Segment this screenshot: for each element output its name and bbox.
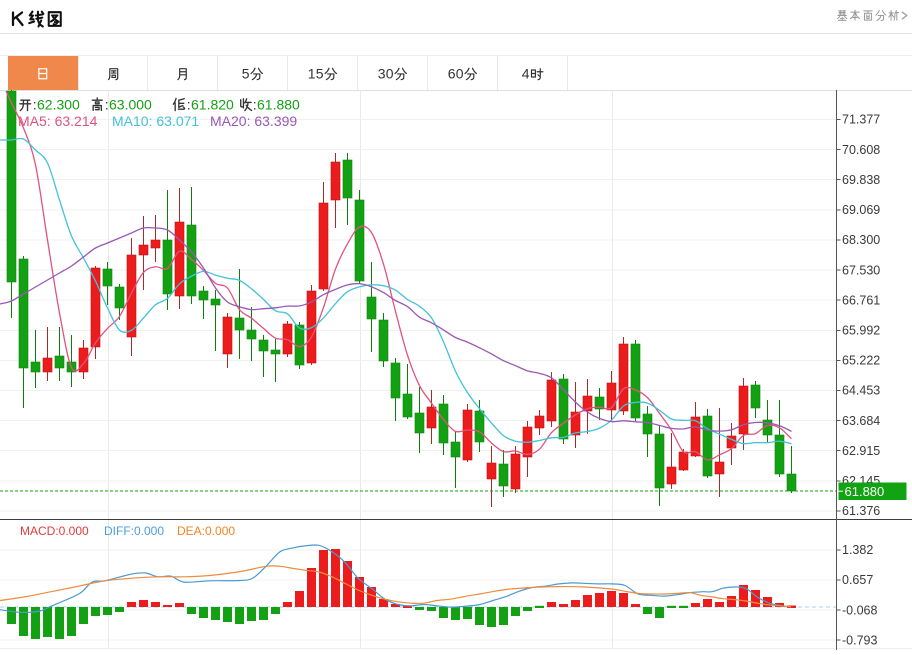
svg-text:0.657: 0.657	[842, 573, 873, 587]
svg-text:63.000: 63.000	[109, 97, 152, 113]
svg-text:63.684: 63.684	[842, 414, 880, 428]
svg-text:0: 0	[386, 66, 394, 82]
svg-text:-0.793: -0.793	[842, 633, 877, 647]
svg-text:4: 4	[522, 66, 530, 82]
svg-text:1: 1	[308, 66, 316, 82]
svg-text::: :	[187, 97, 191, 113]
svg-text:61.880: 61.880	[257, 97, 300, 113]
svg-text:65.222: 65.222	[842, 354, 880, 368]
svg-text:3: 3	[378, 66, 386, 82]
svg-text:67.530: 67.530	[842, 263, 880, 277]
svg-text:68.300: 68.300	[842, 233, 880, 247]
svg-text:0: 0	[456, 66, 464, 82]
svg-text:5: 5	[316, 66, 324, 82]
svg-text:69.069: 69.069	[842, 203, 880, 217]
svg-text:61.376: 61.376	[842, 504, 880, 518]
svg-text:64.453: 64.453	[842, 384, 880, 398]
svg-text::: :	[33, 97, 37, 113]
svg-text:5: 5	[242, 66, 250, 82]
svg-text:61.880: 61.880	[845, 484, 885, 499]
svg-text:-0.068: -0.068	[842, 603, 877, 617]
svg-text:66.761: 66.761	[842, 293, 880, 307]
svg-text:70.608: 70.608	[842, 143, 880, 157]
svg-text::: :	[105, 97, 109, 113]
svg-text:1.382: 1.382	[842, 543, 873, 557]
svg-text:6: 6	[448, 66, 456, 82]
svg-text:71.377: 71.377	[842, 113, 880, 127]
svg-text:62.300: 62.300	[37, 97, 80, 113]
svg-text:61.820: 61.820	[191, 97, 234, 113]
svg-text:65.992: 65.992	[842, 324, 880, 338]
svg-text::: :	[253, 97, 257, 113]
svg-text:62.915: 62.915	[842, 444, 880, 458]
svg-text:69.838: 69.838	[842, 173, 880, 187]
